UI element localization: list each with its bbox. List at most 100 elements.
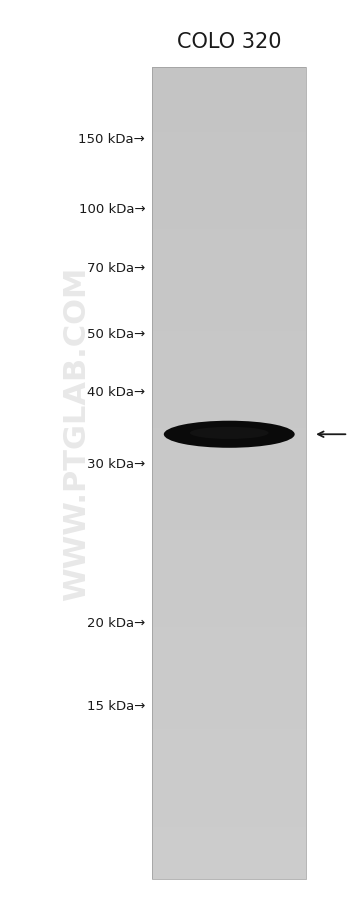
Bar xyxy=(152,875,306,879)
Bar xyxy=(152,620,306,623)
Bar xyxy=(152,234,306,238)
Bar xyxy=(152,323,306,327)
Bar xyxy=(152,388,306,392)
Bar xyxy=(152,485,306,490)
Bar xyxy=(152,319,306,323)
Bar xyxy=(152,230,306,234)
Bar xyxy=(152,469,306,474)
Bar xyxy=(152,839,306,842)
Ellipse shape xyxy=(190,428,268,439)
Bar xyxy=(152,417,306,420)
Bar xyxy=(152,790,306,795)
Bar xyxy=(152,384,306,388)
Bar xyxy=(152,360,306,364)
Bar xyxy=(152,295,306,299)
Bar xyxy=(152,831,306,835)
Bar xyxy=(152,587,306,592)
Bar xyxy=(152,364,306,368)
Bar xyxy=(152,786,306,790)
Bar xyxy=(152,530,306,534)
Bar xyxy=(152,347,306,352)
Bar xyxy=(152,144,306,149)
Bar xyxy=(152,271,306,274)
Bar xyxy=(152,868,306,871)
Bar xyxy=(152,92,306,96)
Bar xyxy=(152,307,306,311)
Bar xyxy=(152,124,306,128)
Bar xyxy=(152,542,306,547)
Bar xyxy=(152,717,306,722)
Bar xyxy=(152,657,306,660)
Bar xyxy=(152,538,306,542)
Bar xyxy=(152,189,306,194)
Bar xyxy=(152,397,306,400)
Bar xyxy=(152,453,306,457)
Bar xyxy=(152,311,306,315)
Bar xyxy=(152,165,306,170)
Bar xyxy=(152,628,306,631)
Bar xyxy=(152,575,306,579)
Bar xyxy=(152,733,306,738)
Bar xyxy=(152,725,306,729)
Bar xyxy=(152,603,306,608)
Bar xyxy=(152,798,306,803)
Bar xyxy=(152,136,306,141)
Bar xyxy=(152,640,306,644)
Bar xyxy=(152,352,306,355)
Text: 100 kDa→: 100 kDa→ xyxy=(79,203,145,216)
Bar xyxy=(152,214,306,218)
Bar xyxy=(152,806,306,810)
Text: COLO 320: COLO 320 xyxy=(177,32,281,51)
Bar xyxy=(152,173,306,177)
Bar xyxy=(152,88,306,92)
Bar xyxy=(152,327,306,331)
Bar xyxy=(152,579,306,583)
Bar xyxy=(152,583,306,587)
Bar xyxy=(152,372,306,376)
Bar xyxy=(152,355,306,360)
Bar xyxy=(152,72,306,76)
Bar xyxy=(152,413,306,417)
Bar xyxy=(152,689,306,693)
Bar xyxy=(152,282,306,287)
Bar xyxy=(152,449,306,453)
Bar xyxy=(152,794,306,798)
Bar xyxy=(152,563,306,566)
Text: WWW.PTGLAB.COM: WWW.PTGLAB.COM xyxy=(63,266,91,600)
Bar xyxy=(152,128,306,133)
Bar xyxy=(152,595,306,599)
Bar xyxy=(152,226,306,230)
Bar xyxy=(152,664,306,668)
Bar xyxy=(152,648,306,652)
Bar xyxy=(152,206,306,210)
Bar xyxy=(152,851,306,855)
Text: 20 kDa→: 20 kDa→ xyxy=(87,616,145,629)
Bar xyxy=(152,676,306,680)
Bar xyxy=(152,198,306,202)
Bar xyxy=(152,482,306,485)
Bar xyxy=(152,709,306,713)
Bar xyxy=(152,729,306,733)
Bar xyxy=(152,376,306,381)
Bar xyxy=(152,177,306,181)
Bar xyxy=(152,826,306,831)
Bar xyxy=(152,181,306,186)
Bar xyxy=(152,254,306,258)
Bar xyxy=(152,761,306,766)
Bar xyxy=(152,766,306,769)
Bar xyxy=(152,120,306,124)
Bar xyxy=(152,404,306,409)
Bar xyxy=(152,217,306,222)
Bar xyxy=(152,201,306,206)
Bar xyxy=(152,266,306,271)
Bar xyxy=(152,745,306,750)
Bar xyxy=(152,612,306,615)
Bar xyxy=(152,685,306,689)
Bar xyxy=(152,474,306,478)
Bar xyxy=(152,258,306,262)
Bar xyxy=(152,750,306,754)
Bar xyxy=(152,331,306,336)
Bar xyxy=(152,636,306,640)
Bar xyxy=(152,246,306,250)
Bar xyxy=(152,693,306,696)
